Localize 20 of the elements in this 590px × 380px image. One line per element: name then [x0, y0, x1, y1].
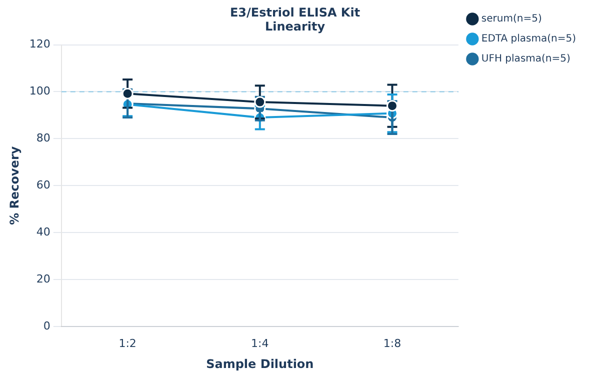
y-tick-label: 100	[29, 84, 50, 98]
y-tick-label: 20	[36, 272, 50, 286]
point	[254, 96, 266, 108]
legend-label: serum(n=5)	[481, 14, 542, 25]
point	[386, 100, 398, 112]
x-tick-label: 1:4	[251, 336, 269, 350]
x-tick-label: 1:8	[383, 336, 402, 350]
y-tick-label: 0	[43, 319, 50, 332]
x-tick-label: 1:2	[118, 336, 136, 350]
legend-label: UFH plasma(n=5)	[481, 54, 570, 65]
y-tick-label: 120	[29, 38, 50, 51]
point	[122, 88, 134, 100]
chart-title: E3/Estriol ELISA Kit	[230, 5, 360, 20]
y-tick-label: 40	[36, 225, 50, 238]
y-tick-label: 60	[36, 178, 50, 192]
legend-label: EDTA plasma(n=5)	[481, 34, 576, 45]
x-axis-title: Sample Dilution	[206, 356, 314, 371]
y-axis-title: % Recovery	[7, 146, 22, 225]
chart-subtitle: Linearity	[264, 20, 326, 34]
y-tick-label: 80	[36, 132, 50, 145]
